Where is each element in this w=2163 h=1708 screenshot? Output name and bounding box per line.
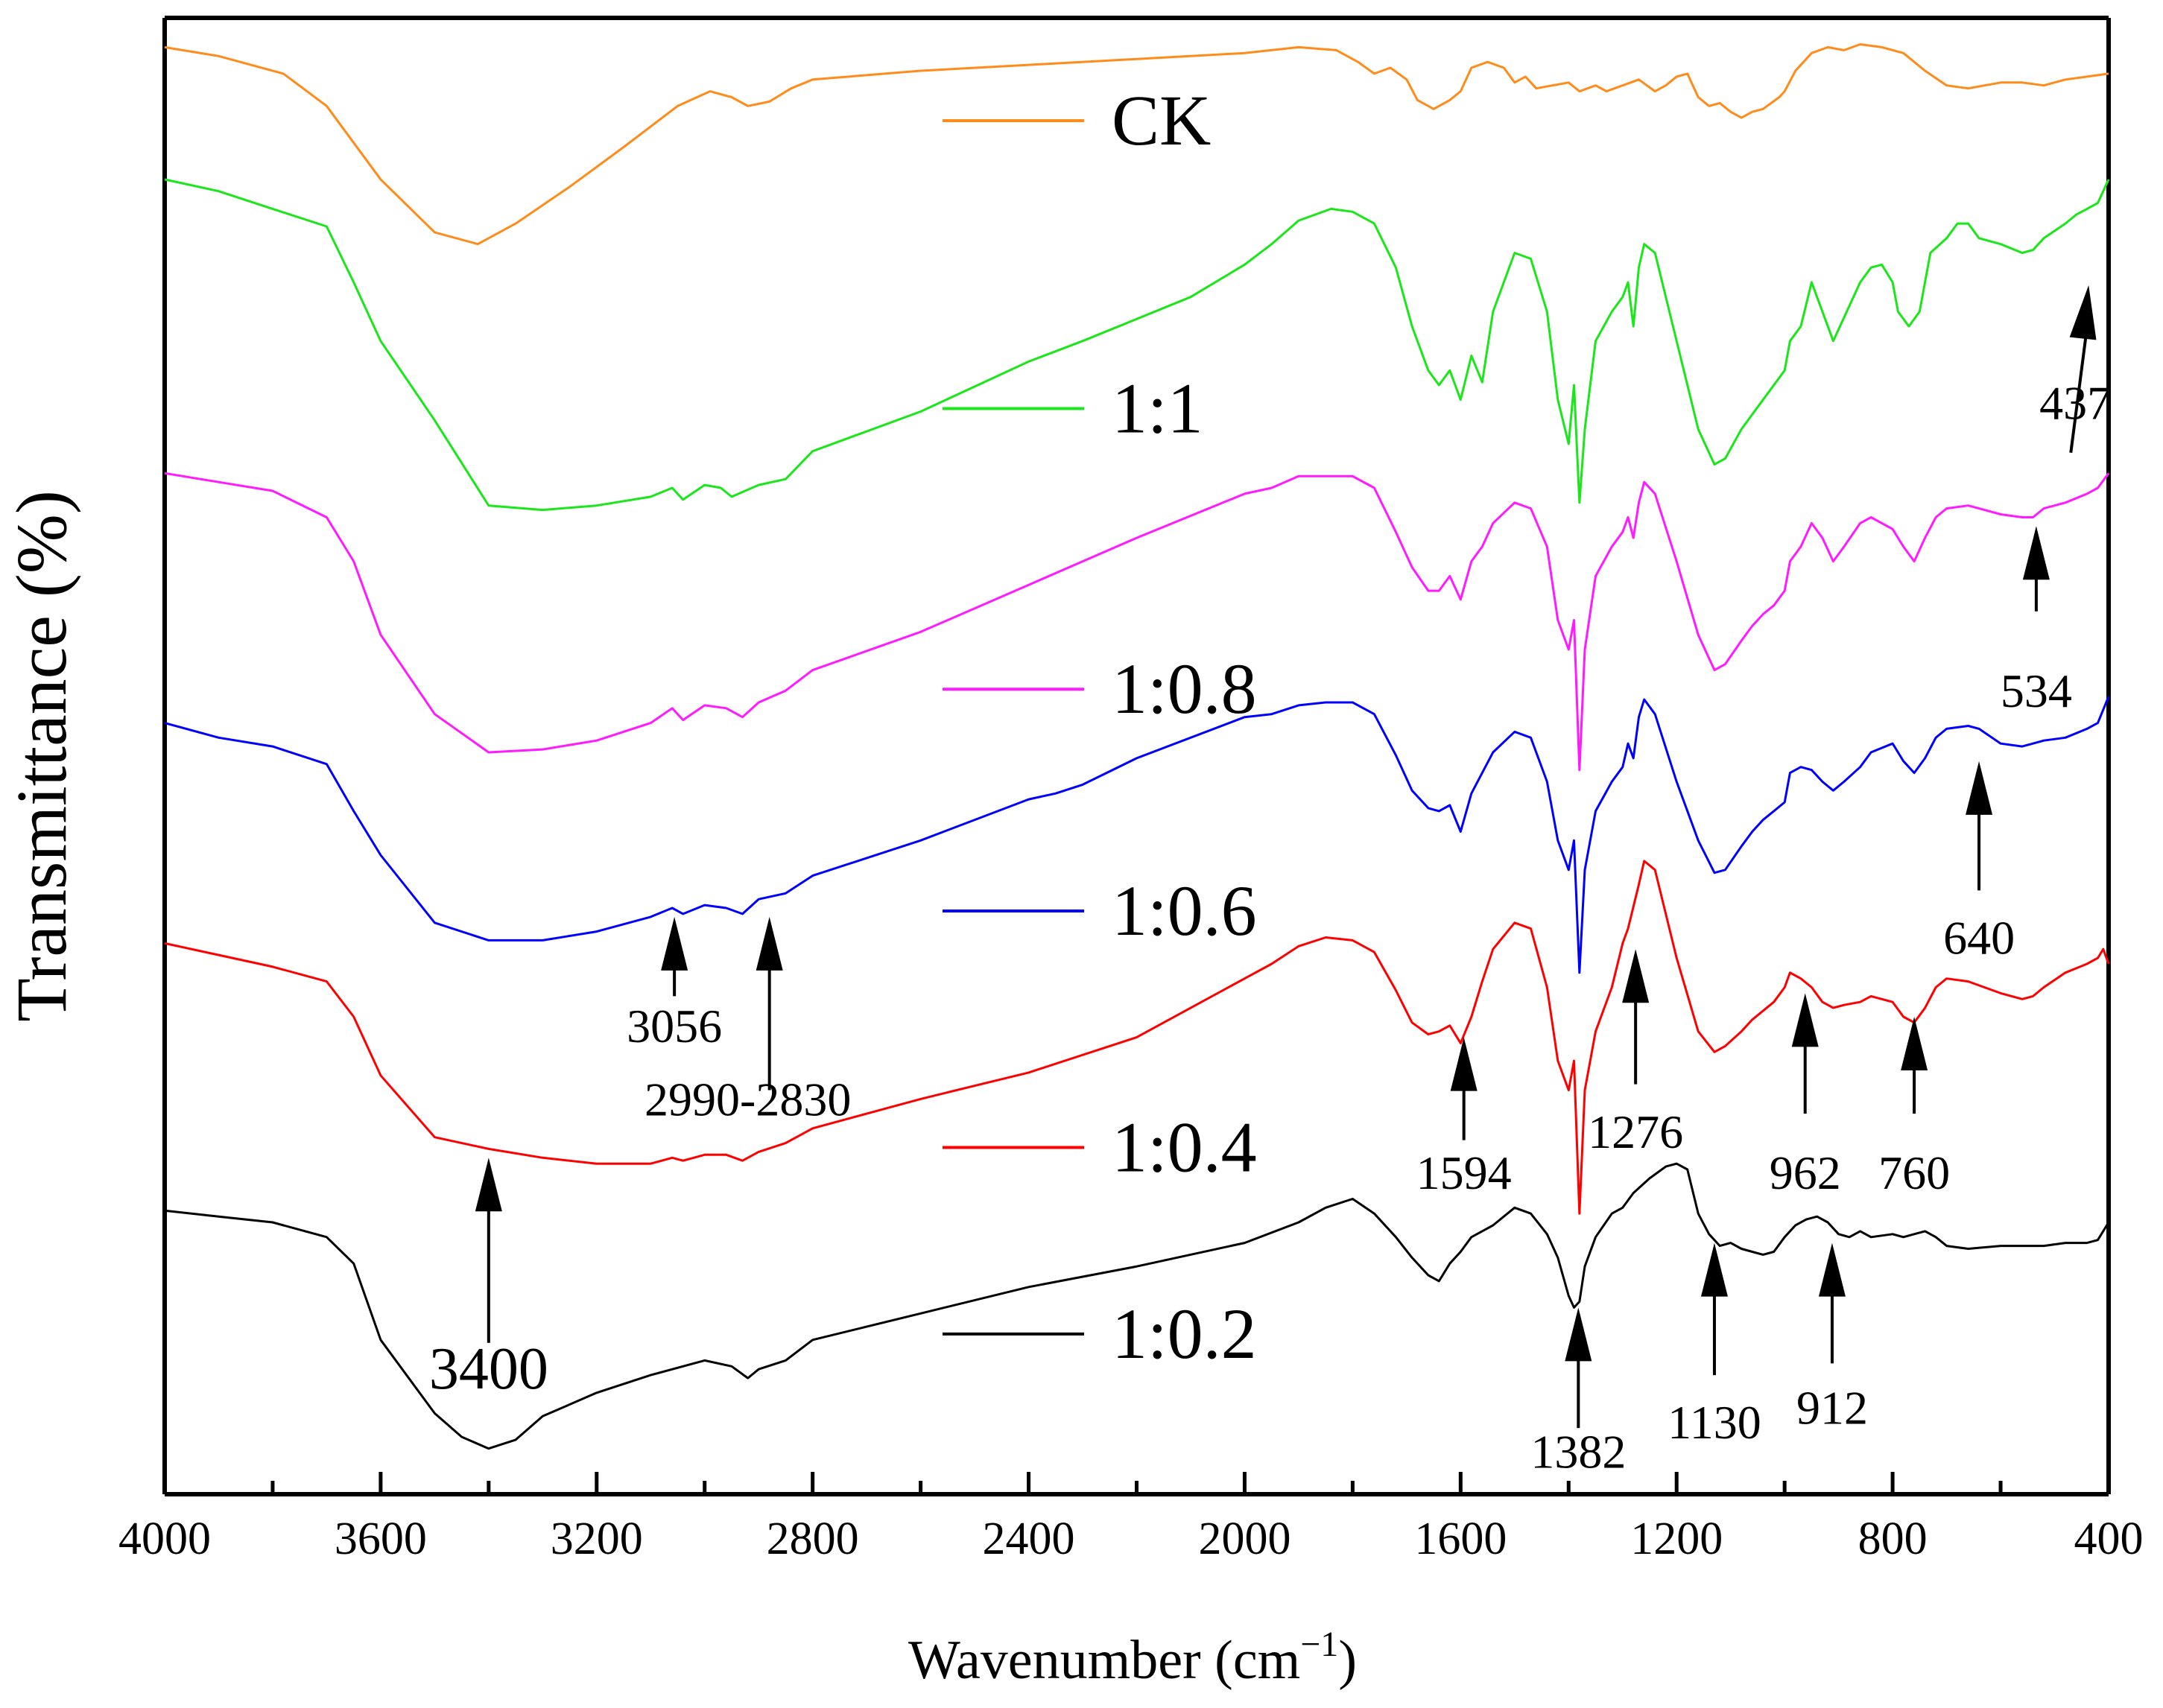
x-tick-label-2400: 2400 <box>983 1514 1075 1564</box>
arrow-head-1276 <box>1622 949 1650 1003</box>
peak-label-534: 534 <box>2001 664 2072 717</box>
peak-label-2990-2830: 2990-2830 <box>645 1073 851 1126</box>
series-line-1-1 <box>164 178 2110 512</box>
legend-label-1-0.8: 1:0.8 <box>1112 649 1257 728</box>
arrow-head-534 <box>2022 526 2050 580</box>
peak-label-3400: 3400 <box>429 1336 548 1402</box>
x-tick-label-800: 800 <box>1858 1514 1928 1564</box>
peak-label-640: 640 <box>1943 911 2015 964</box>
arrow-head-1594 <box>1450 1037 1478 1091</box>
legend-label-1-0.2: 1:0.2 <box>1112 1294 1257 1374</box>
series-line-1-0.6 <box>164 696 2110 974</box>
peak-label-437: 437 <box>2039 377 2111 430</box>
series-line-CK <box>164 43 2109 246</box>
peak-label-962: 962 <box>1770 1146 1841 1199</box>
series-line-1-0.4 <box>164 860 2110 1215</box>
legend-label-CK: CK <box>1112 80 1211 160</box>
peak-label-1276: 1276 <box>1588 1105 1683 1158</box>
arrow-head-3400 <box>475 1158 502 1212</box>
peak-label-1130: 1130 <box>1668 1396 1761 1449</box>
arrow-head-912 <box>1818 1242 1846 1297</box>
x-axis-title: Wavenumber (cm−1) <box>908 1625 1357 1691</box>
x-tick-label-400: 400 <box>2074 1514 2144 1564</box>
x-tick-label-1600: 1600 <box>1414 1514 1507 1564</box>
peak-annotations: 3400 3056 2990-2830 1594 1382 1276 1130 962 912 7… <box>429 285 2111 1479</box>
peak-label-3056: 3056 <box>627 1000 722 1053</box>
arrow-head-1130 <box>1700 1242 1728 1297</box>
arrow-head-640 <box>1966 761 1993 815</box>
legend-label-1-1: 1:1 <box>1112 369 1203 448</box>
arrow-head-3056 <box>661 916 688 971</box>
arrow-head-962 <box>1791 993 1819 1047</box>
legend: CK 1:1 1:0.8 1:0.6 1:0.4 1:0.2 <box>943 80 1257 1374</box>
arrow-head-2990-2830 <box>756 916 783 971</box>
series-line-1-0.2 <box>164 1162 2110 1450</box>
x-tick-label-2800: 2800 <box>767 1514 859 1564</box>
peak-label-1594: 1594 <box>1416 1146 1512 1199</box>
peak-label-912: 912 <box>1796 1382 1868 1435</box>
x-tick-label-1200: 1200 <box>1630 1514 1723 1564</box>
arrow-head-1382 <box>1565 1307 1592 1362</box>
series-lines <box>164 43 2110 1450</box>
legend-label-1-0.4: 1:0.4 <box>1112 1107 1257 1187</box>
arrow-head-760 <box>1901 1016 1928 1070</box>
peak-label-760: 760 <box>1878 1146 1950 1199</box>
peak-label-1382: 1382 <box>1530 1426 1626 1479</box>
x-tick-label-4000: 4000 <box>118 1514 211 1564</box>
x-tick-label-2000: 2000 <box>1198 1514 1290 1564</box>
legend-label-1-0.6: 1:0.6 <box>1112 871 1257 950</box>
x-tick-label-3600: 3600 <box>335 1514 427 1564</box>
series-line-1-0.8 <box>164 472 2110 772</box>
x-ticks: 4000 3600 3200 2800 2400 2000 1600 1200 800 400 <box>118 1472 2144 1564</box>
x-tick-label-3200: 3200 <box>551 1514 643 1564</box>
y-axis-title: Transmittance (%) <box>1 490 81 1022</box>
arrow-head-437 <box>2069 285 2097 340</box>
